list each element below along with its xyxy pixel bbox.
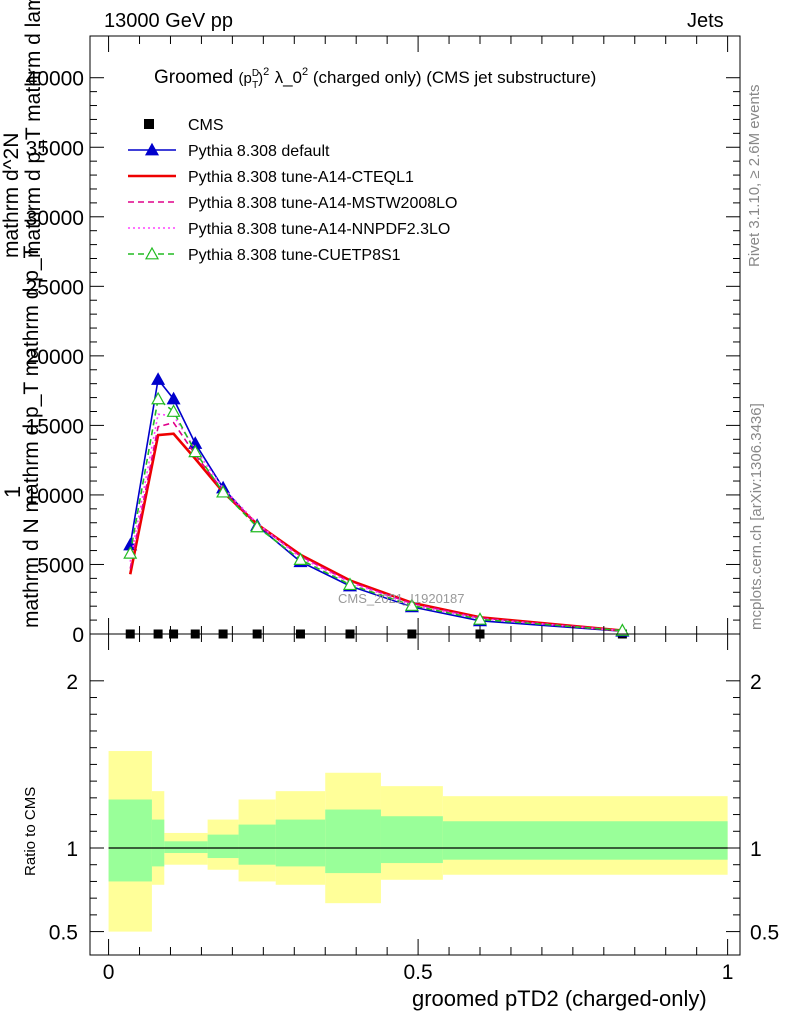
title-p: (p xyxy=(238,70,252,87)
series-marker xyxy=(188,444,203,458)
ratio-inner-band xyxy=(151,819,165,867)
legend-entry: Pythia 8.308 tune-A14-CTEQL1 xyxy=(128,169,414,186)
header-collision-label: 13000 GeV pp xyxy=(104,10,233,32)
legend-label: Pythia 8.308 default xyxy=(188,143,330,160)
y-tick-label: 10000 xyxy=(26,485,84,508)
series-marker xyxy=(342,577,358,591)
title-sup-2: 2 xyxy=(263,66,270,78)
ratio-inner-band xyxy=(380,816,443,864)
ratio-inner-band xyxy=(108,799,152,882)
ratio-y-tick-label: 2 xyxy=(66,671,78,694)
legend-entry: CMS xyxy=(144,117,224,134)
legend: CMS Pythia 8.308 default Pythia 8.308 tune… xyxy=(128,117,457,264)
series-marker xyxy=(472,612,488,625)
legend-cms-marker xyxy=(144,119,154,129)
series-marker xyxy=(151,372,166,385)
legend-label: Pythia 8.308 tune-A14-CTEQL1 xyxy=(188,169,414,186)
title-t-sub: T xyxy=(252,80,259,91)
title-groomed: Groomed xyxy=(154,67,234,88)
title-lambda: λ_0 xyxy=(274,68,302,87)
y-tick-label: 40000 xyxy=(26,68,84,91)
legend-label: CMS xyxy=(188,117,224,134)
yaxis-numerator: mathrm d^2N xyxy=(0,132,23,258)
yaxis-numerator-2: mathrm d p_T mathrm d lambda xyxy=(22,0,45,258)
ratio-y-tick-label: 0.5 xyxy=(49,922,78,945)
ratio-y-tick-label: 1 xyxy=(66,838,78,861)
y-tick-label: 25000 xyxy=(26,276,84,299)
ratio-y-tick-label-right: 1 xyxy=(750,838,762,861)
series-marker xyxy=(123,546,138,559)
ratio-inner-band xyxy=(325,809,381,874)
ratio-frame xyxy=(89,633,741,956)
legend-label: Pythia 8.308 tune-A14-MSTW2008LO xyxy=(188,195,457,212)
title-d-sup: D xyxy=(251,68,260,79)
title-close-paren: ) xyxy=(258,70,264,87)
ratio-inner-band xyxy=(238,824,276,865)
rivet-version-label: Rivet 3.1.10, ≥ 2.6M events xyxy=(746,84,763,268)
legend-entry: Pythia 8.308 default xyxy=(128,142,330,160)
header-analysis-label: Jets xyxy=(687,10,724,32)
legend-label: Pythia 8.308 tune-A14-NNPDF2.3LO xyxy=(188,221,450,238)
x-tick-label: 1 xyxy=(722,961,734,984)
series-marker xyxy=(216,484,231,498)
ratio-panel: 0.5 0.5 1 1 2 2 0 0.5 1 xyxy=(49,36,779,984)
yaxis-denominator: mathrm d N mathrm d p_T mathrm d p_T xyxy=(20,245,43,628)
legend-entry: Pythia 8.308 tune-A14-MSTW2008LO xyxy=(128,195,457,212)
title-rest: (charged only) (CMS jet substructure) xyxy=(308,68,597,87)
legend-label: Pythia 8.308 tune-CUETP8S1 xyxy=(188,247,401,264)
series-5 xyxy=(123,391,630,636)
y-tick-label: 0 xyxy=(72,624,84,647)
plot-title: Groomed (pDT)2 λ_02 (charged only) (CMS … xyxy=(154,66,596,91)
x-tick-label: 0.5 xyxy=(403,961,432,984)
ratio-inner-band xyxy=(442,821,728,860)
xaxis-label: groomed pTD2 (charged-only) xyxy=(412,986,707,1011)
series-marker xyxy=(404,598,419,611)
series-marker xyxy=(166,404,181,417)
series-marker xyxy=(151,391,166,405)
title-sup-2b: 2 xyxy=(302,66,309,78)
y-tick-label: 30000 xyxy=(26,207,84,230)
x-tick-label: 0 xyxy=(103,961,115,984)
legend-marker xyxy=(144,246,160,260)
series-marker xyxy=(293,552,308,565)
ratio-y-tick-label-right: 0.5 xyxy=(750,922,779,945)
main-panel: 0 5000 10000 15000 20000 25000 30000 35000 40000 xyxy=(26,35,741,647)
ratio-inner-band xyxy=(207,834,239,859)
ratio-inner-band xyxy=(275,819,326,867)
series-marker xyxy=(250,519,265,533)
y-tick-label: 35000 xyxy=(26,137,84,160)
series-marker xyxy=(166,391,181,405)
analysis-watermark: CMS_2021_I1920187 xyxy=(338,591,465,606)
y-tick-label: 5000 xyxy=(37,554,84,577)
ratio-inner-band xyxy=(164,841,208,854)
series-marker xyxy=(615,623,630,636)
ratio-y-tick-label-right: 2 xyxy=(750,671,762,694)
legend-entry: Pythia 8.308 tune-A14-NNPDF2.3LO xyxy=(128,221,450,238)
legend-entry: Pythia 8.308 tune-CUETP8S1 xyxy=(128,246,401,264)
legend-marker xyxy=(144,142,160,156)
ratio-ylabel: Ratio to CMS xyxy=(22,786,39,876)
y-tick-label: 20000 xyxy=(26,346,84,369)
y-tick-label: 15000 xyxy=(26,415,84,438)
mcplots-label: mcplots.cern.ch [arXiv:1306.3436] xyxy=(748,403,765,630)
